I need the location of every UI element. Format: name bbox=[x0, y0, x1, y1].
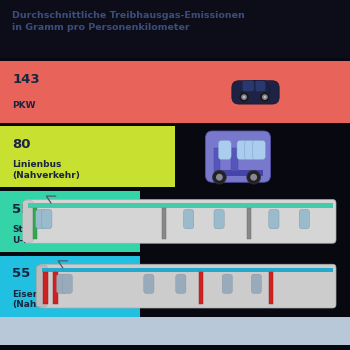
FancyBboxPatch shape bbox=[23, 201, 33, 242]
FancyBboxPatch shape bbox=[183, 209, 194, 229]
Circle shape bbox=[212, 170, 226, 184]
FancyBboxPatch shape bbox=[0, 191, 350, 252]
Circle shape bbox=[250, 174, 257, 181]
Circle shape bbox=[241, 94, 247, 100]
FancyBboxPatch shape bbox=[25, 199, 336, 243]
Text: 80: 80 bbox=[12, 138, 31, 151]
Text: Eisenbahn
(Nahverkehr): Eisenbahn (Nahverkehr) bbox=[12, 290, 80, 309]
FancyBboxPatch shape bbox=[234, 148, 235, 172]
Text: Linienbus
(Nahverkehr): Linienbus (Nahverkehr) bbox=[12, 160, 80, 180]
FancyBboxPatch shape bbox=[231, 148, 238, 172]
FancyBboxPatch shape bbox=[251, 274, 261, 294]
FancyBboxPatch shape bbox=[0, 0, 350, 58]
FancyBboxPatch shape bbox=[28, 203, 332, 208]
FancyBboxPatch shape bbox=[0, 61, 350, 122]
Circle shape bbox=[239, 92, 249, 102]
FancyBboxPatch shape bbox=[253, 140, 266, 160]
FancyBboxPatch shape bbox=[245, 140, 258, 160]
FancyBboxPatch shape bbox=[247, 208, 251, 239]
FancyBboxPatch shape bbox=[0, 58, 350, 61]
Text: Straßenbahn/
U-Bahn: Straßenbahn/ U-Bahn bbox=[12, 225, 82, 245]
Text: 55: 55 bbox=[12, 267, 30, 280]
FancyBboxPatch shape bbox=[42, 268, 332, 272]
FancyBboxPatch shape bbox=[269, 209, 279, 229]
Circle shape bbox=[264, 96, 266, 98]
FancyBboxPatch shape bbox=[36, 265, 47, 307]
FancyBboxPatch shape bbox=[214, 170, 262, 176]
FancyBboxPatch shape bbox=[0, 191, 140, 252]
Circle shape bbox=[260, 92, 270, 102]
FancyBboxPatch shape bbox=[299, 209, 309, 229]
Circle shape bbox=[216, 174, 223, 181]
FancyBboxPatch shape bbox=[62, 274, 72, 294]
FancyBboxPatch shape bbox=[205, 131, 271, 182]
Circle shape bbox=[247, 170, 260, 184]
FancyBboxPatch shape bbox=[237, 140, 250, 160]
FancyBboxPatch shape bbox=[38, 264, 336, 308]
FancyBboxPatch shape bbox=[0, 122, 350, 126]
FancyBboxPatch shape bbox=[0, 126, 175, 187]
FancyBboxPatch shape bbox=[33, 208, 37, 239]
FancyBboxPatch shape bbox=[0, 187, 350, 191]
Circle shape bbox=[258, 88, 272, 102]
FancyBboxPatch shape bbox=[36, 209, 46, 229]
FancyBboxPatch shape bbox=[214, 148, 220, 172]
FancyBboxPatch shape bbox=[144, 274, 154, 294]
FancyBboxPatch shape bbox=[0, 256, 140, 317]
FancyBboxPatch shape bbox=[54, 272, 58, 303]
FancyBboxPatch shape bbox=[232, 81, 279, 104]
Text: 55: 55 bbox=[12, 203, 30, 216]
FancyBboxPatch shape bbox=[218, 140, 231, 160]
FancyBboxPatch shape bbox=[57, 274, 67, 294]
FancyBboxPatch shape bbox=[242, 81, 254, 92]
FancyBboxPatch shape bbox=[0, 252, 350, 256]
Circle shape bbox=[262, 94, 268, 100]
Circle shape bbox=[237, 88, 251, 102]
Polygon shape bbox=[241, 80, 270, 93]
Text: Durchschnittliche Treibhausgas-Emissionen
in Gramm pro Personenkilometer: Durchschnittliche Treibhausgas-Emissione… bbox=[12, 10, 245, 32]
FancyBboxPatch shape bbox=[42, 209, 52, 229]
Text: PKW: PKW bbox=[12, 101, 36, 110]
FancyBboxPatch shape bbox=[214, 209, 224, 229]
Text: 143: 143 bbox=[12, 73, 40, 86]
FancyBboxPatch shape bbox=[43, 272, 48, 303]
FancyBboxPatch shape bbox=[255, 81, 266, 92]
FancyBboxPatch shape bbox=[162, 208, 166, 239]
FancyBboxPatch shape bbox=[268, 272, 273, 303]
Circle shape bbox=[243, 96, 245, 98]
FancyBboxPatch shape bbox=[0, 256, 350, 317]
FancyBboxPatch shape bbox=[0, 345, 350, 350]
FancyBboxPatch shape bbox=[176, 274, 186, 294]
FancyBboxPatch shape bbox=[199, 272, 203, 303]
FancyBboxPatch shape bbox=[0, 61, 350, 122]
FancyBboxPatch shape bbox=[0, 126, 350, 187]
FancyBboxPatch shape bbox=[222, 274, 232, 294]
